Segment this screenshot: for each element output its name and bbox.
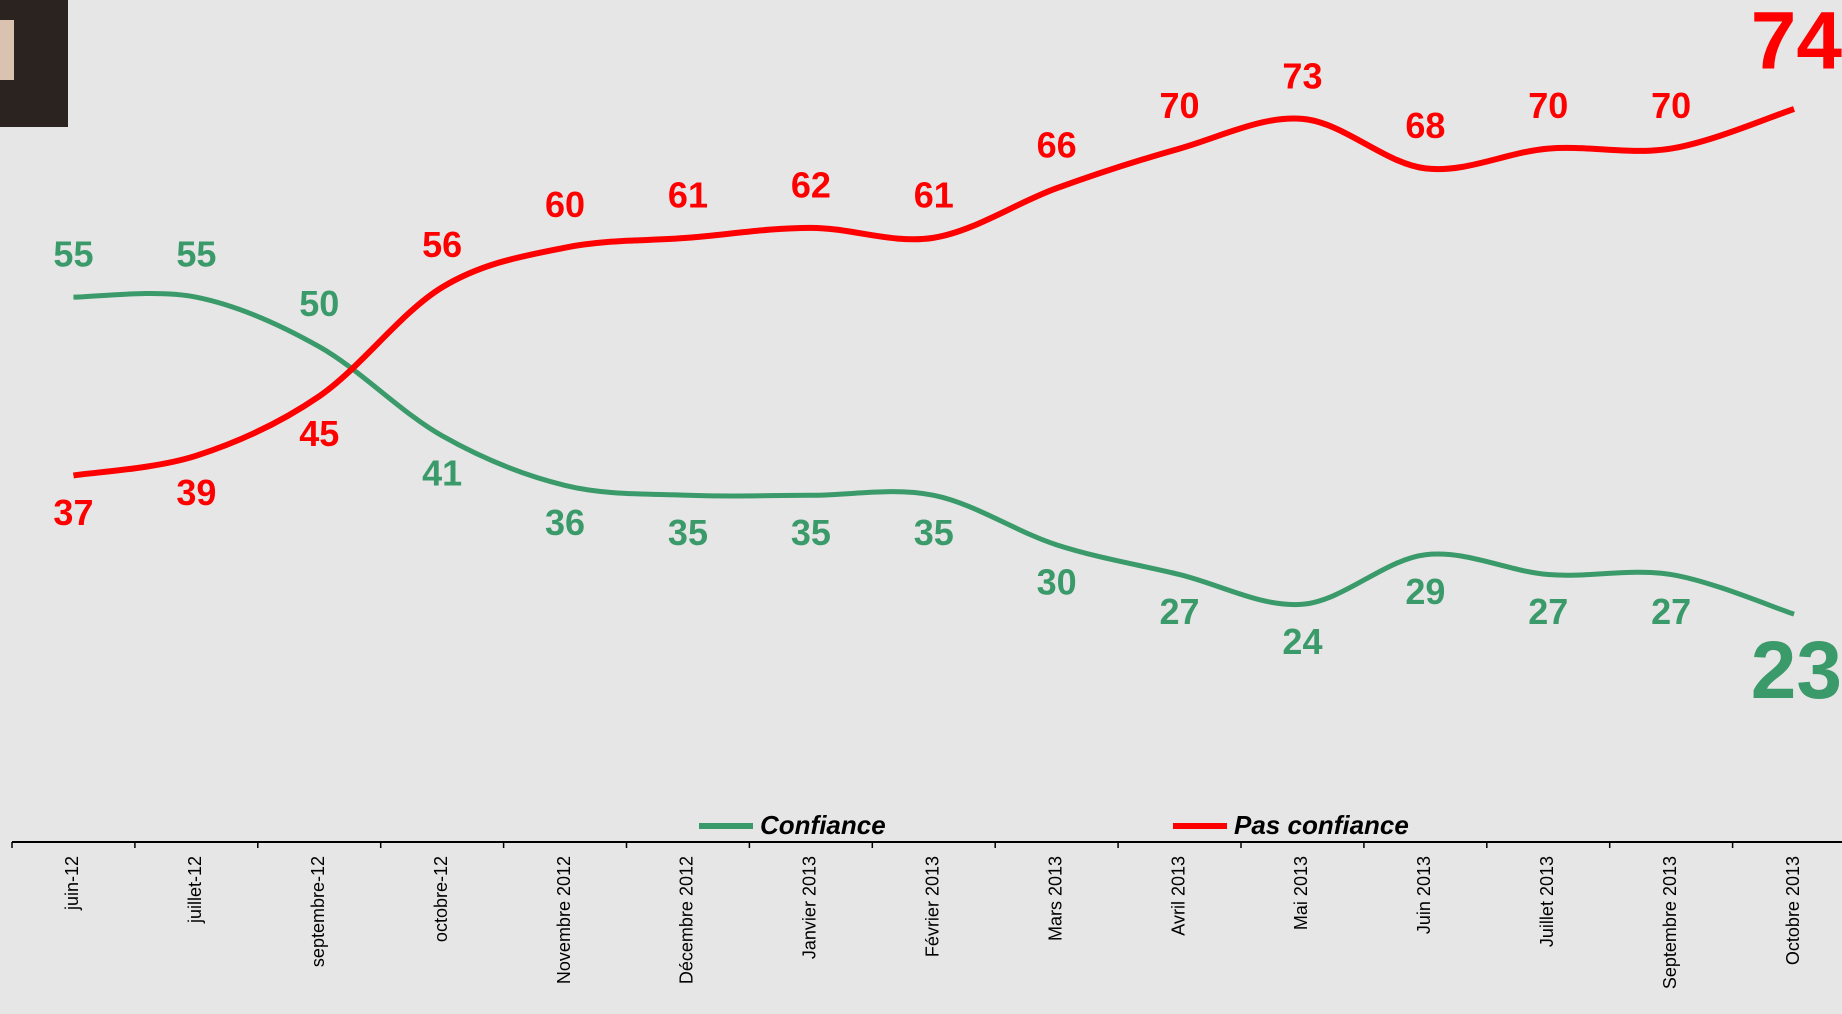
data-label: 60 xyxy=(545,184,585,225)
x-tick-label: septembre-12 xyxy=(308,856,328,967)
x-tick-label: Décembre 2012 xyxy=(677,856,697,984)
data-label: 70 xyxy=(1651,85,1691,126)
data-label: 55 xyxy=(53,234,93,275)
data-label: 55 xyxy=(176,234,216,275)
x-tick-label: Mars 2013 xyxy=(1045,856,1065,941)
legend-label: Pas confiance xyxy=(1234,810,1409,840)
x-tick-label: Novembre 2012 xyxy=(554,856,574,984)
data-label: 56 xyxy=(422,224,462,265)
data-label: 27 xyxy=(1528,591,1568,632)
data-label: 36 xyxy=(545,502,585,543)
data-label: 29 xyxy=(1405,571,1445,612)
data-label: 37 xyxy=(53,492,93,533)
data-label: 45 xyxy=(299,413,339,454)
data-label: 35 xyxy=(791,512,831,553)
data-label: 50 xyxy=(299,283,339,324)
data-label: 24 xyxy=(1282,621,1322,662)
x-tick-label: Juillet 2013 xyxy=(1537,856,1557,947)
data-label: 27 xyxy=(1160,591,1200,632)
data-label: 39 xyxy=(176,472,216,513)
line-series xyxy=(72,106,1795,479)
data-label: 61 xyxy=(668,174,708,215)
data-label: 70 xyxy=(1160,85,1200,126)
data-label: 61 xyxy=(914,174,954,215)
data-label: 66 xyxy=(1037,125,1077,166)
data-label: 62 xyxy=(791,164,831,205)
line-series xyxy=(73,291,1795,617)
x-tick-label: Octobre 2013 xyxy=(1783,856,1803,965)
x-tick-label: octobre-12 xyxy=(431,856,451,942)
x-tick-label: Février 2013 xyxy=(923,856,943,957)
data-label: 74 xyxy=(1751,0,1842,87)
portrait-face xyxy=(0,20,14,80)
data-label: 23 xyxy=(1751,625,1842,716)
data-label: 73 xyxy=(1282,55,1322,96)
data-label: 30 xyxy=(1037,561,1077,602)
x-tick-label: Avril 2013 xyxy=(1168,856,1188,936)
x-tick-label: juin-12 xyxy=(62,856,82,911)
data-label: 27 xyxy=(1651,591,1691,632)
data-label: 35 xyxy=(914,512,954,553)
x-tick-label: Janvier 2013 xyxy=(800,856,820,959)
x-tick-label: Juin 2013 xyxy=(1414,856,1434,934)
legend-label: Confiance xyxy=(760,810,886,840)
x-tick-label: Mai 2013 xyxy=(1291,856,1311,930)
data-label: 35 xyxy=(668,512,708,553)
data-label: 70 xyxy=(1528,85,1568,126)
data-label: 41 xyxy=(422,452,462,493)
x-tick-label: juillet-12 xyxy=(185,856,205,924)
data-label: 68 xyxy=(1405,105,1445,146)
x-tick-label: Septembre 2013 xyxy=(1660,856,1680,989)
